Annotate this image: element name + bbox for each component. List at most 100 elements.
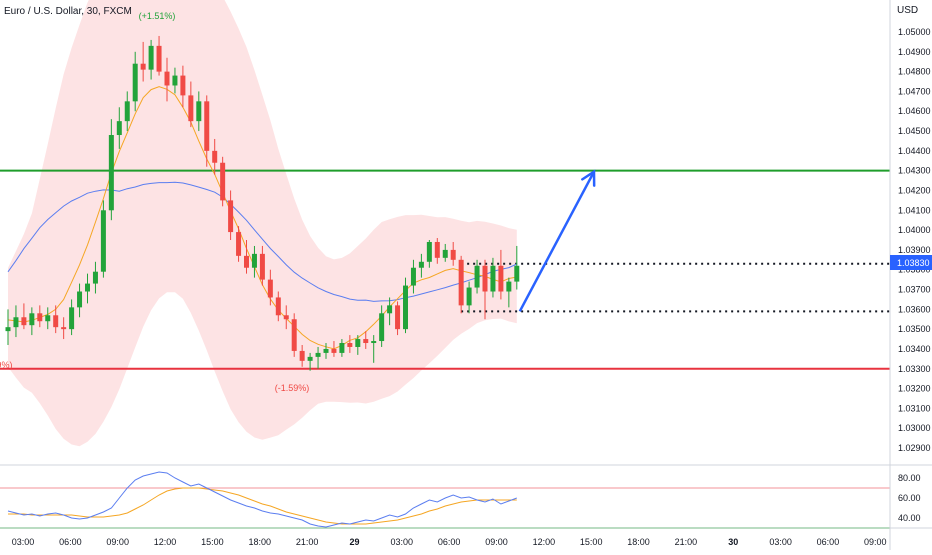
candle[interactable] <box>124 91 130 132</box>
candle[interactable] <box>410 259 416 294</box>
candle[interactable] <box>466 281 472 314</box>
candle[interactable] <box>506 277 512 308</box>
candle[interactable] <box>442 243 448 262</box>
candle[interactable] <box>434 238 440 264</box>
time-tick-label: 06:00 <box>438 537 461 547</box>
candle[interactable] <box>283 305 289 330</box>
candle[interactable] <box>299 344 305 367</box>
candle[interactable] <box>13 305 19 338</box>
candle[interactable] <box>85 273 90 304</box>
candle[interactable] <box>37 305 43 328</box>
candle[interactable] <box>236 226 242 262</box>
candle[interactable] <box>291 313 297 357</box>
candle[interactable] <box>403 277 408 334</box>
candle[interactable] <box>196 91 202 132</box>
candle[interactable] <box>387 297 393 326</box>
candle[interactable] <box>140 41 146 82</box>
price-tick-label: 1.04400 <box>898 146 931 156</box>
candle-body <box>355 339 361 347</box>
time-axis[interactable]: 03:00 06:00 09:00 12:00 15:00 18:00 21:00 29 03:… <box>12 537 887 547</box>
time-tick-label: 15:00 <box>201 537 224 547</box>
osc-tick-label: 60.00 <box>898 493 921 503</box>
candle[interactable] <box>323 343 329 359</box>
candle[interactable] <box>148 39 154 80</box>
candle[interactable] <box>426 240 432 268</box>
candle-body <box>347 343 353 347</box>
candle-body <box>307 356 313 361</box>
candle-body <box>410 267 416 286</box>
candle[interactable] <box>395 301 401 336</box>
candle[interactable] <box>180 65 186 108</box>
candle[interactable] <box>244 240 249 274</box>
candle[interactable] <box>450 241 456 266</box>
candle[interactable] <box>45 307 51 330</box>
candle[interactable] <box>251 245 257 278</box>
projection-arrow <box>518 169 596 312</box>
candle-body <box>140 63 146 70</box>
candle[interactable] <box>164 57 170 102</box>
candle[interactable] <box>21 303 27 330</box>
candle[interactable] <box>61 317 67 340</box>
candle[interactable] <box>363 331 369 349</box>
candle[interactable] <box>331 341 337 357</box>
candle[interactable] <box>347 335 353 353</box>
candle[interactable] <box>108 119 114 221</box>
candle[interactable] <box>482 259 488 320</box>
candle[interactable] <box>132 51 138 112</box>
time-tick-label: 03:00 <box>391 537 414 547</box>
candle[interactable] <box>204 95 210 167</box>
candle-body <box>156 45 162 72</box>
time-tick-label: 12:00 <box>533 537 556 547</box>
candle[interactable] <box>379 305 385 347</box>
candle[interactable] <box>53 305 59 334</box>
candle[interactable] <box>212 138 218 175</box>
projection-line[interactable] <box>518 171 596 312</box>
candles[interactable] <box>5 35 520 371</box>
chart-title: Euro / U.S. Dollar, 30, FXCM <box>4 6 132 17</box>
candle[interactable] <box>339 339 345 357</box>
candle[interactable] <box>228 190 234 240</box>
candle-body <box>466 287 472 306</box>
candle[interactable] <box>69 299 75 336</box>
candle-body <box>506 281 512 292</box>
candle-body <box>426 241 432 262</box>
candle[interactable] <box>514 245 520 290</box>
candle-body <box>172 75 178 86</box>
candle[interactable] <box>100 200 106 278</box>
candle[interactable] <box>474 259 480 294</box>
candle-body <box>450 249 456 260</box>
price-tick-label: 1.04000 <box>898 225 931 235</box>
candle-body <box>180 75 186 96</box>
candle-body <box>474 265 480 288</box>
candle[interactable] <box>267 269 273 306</box>
candle[interactable] <box>5 309 11 345</box>
time-tick-label: 03:00 <box>12 537 35 547</box>
candle-body <box>100 210 106 272</box>
candle[interactable] <box>77 283 83 318</box>
candle[interactable] <box>307 352 313 371</box>
candle[interactable] <box>92 261 98 294</box>
candle[interactable] <box>29 307 35 336</box>
price-axis[interactable]: 1.05000 1.04900 1.04800 1.04700 1.04600 1.045… <box>889 0 931 550</box>
candle[interactable] <box>458 255 464 314</box>
candle[interactable] <box>156 35 162 76</box>
candle[interactable] <box>116 107 122 149</box>
candle[interactable] <box>315 346 321 369</box>
candle[interactable] <box>188 81 194 128</box>
candle[interactable] <box>371 335 377 363</box>
candle[interactable] <box>490 257 496 298</box>
candle-body <box>220 162 226 201</box>
candle[interactable] <box>259 245 265 286</box>
candle[interactable] <box>498 249 504 300</box>
current-price-label: 1.03830 <box>897 258 930 268</box>
candle[interactable] <box>418 253 424 278</box>
candle[interactable] <box>172 67 178 94</box>
currency-label: USD <box>897 5 918 16</box>
candle[interactable] <box>355 335 361 355</box>
osc-tick-label: 80.00 <box>898 473 921 483</box>
candle[interactable] <box>275 291 281 322</box>
time-tick-label: 06:00 <box>817 537 840 547</box>
candle[interactable] <box>220 156 226 207</box>
time-tick-label: 03:00 <box>769 537 792 547</box>
